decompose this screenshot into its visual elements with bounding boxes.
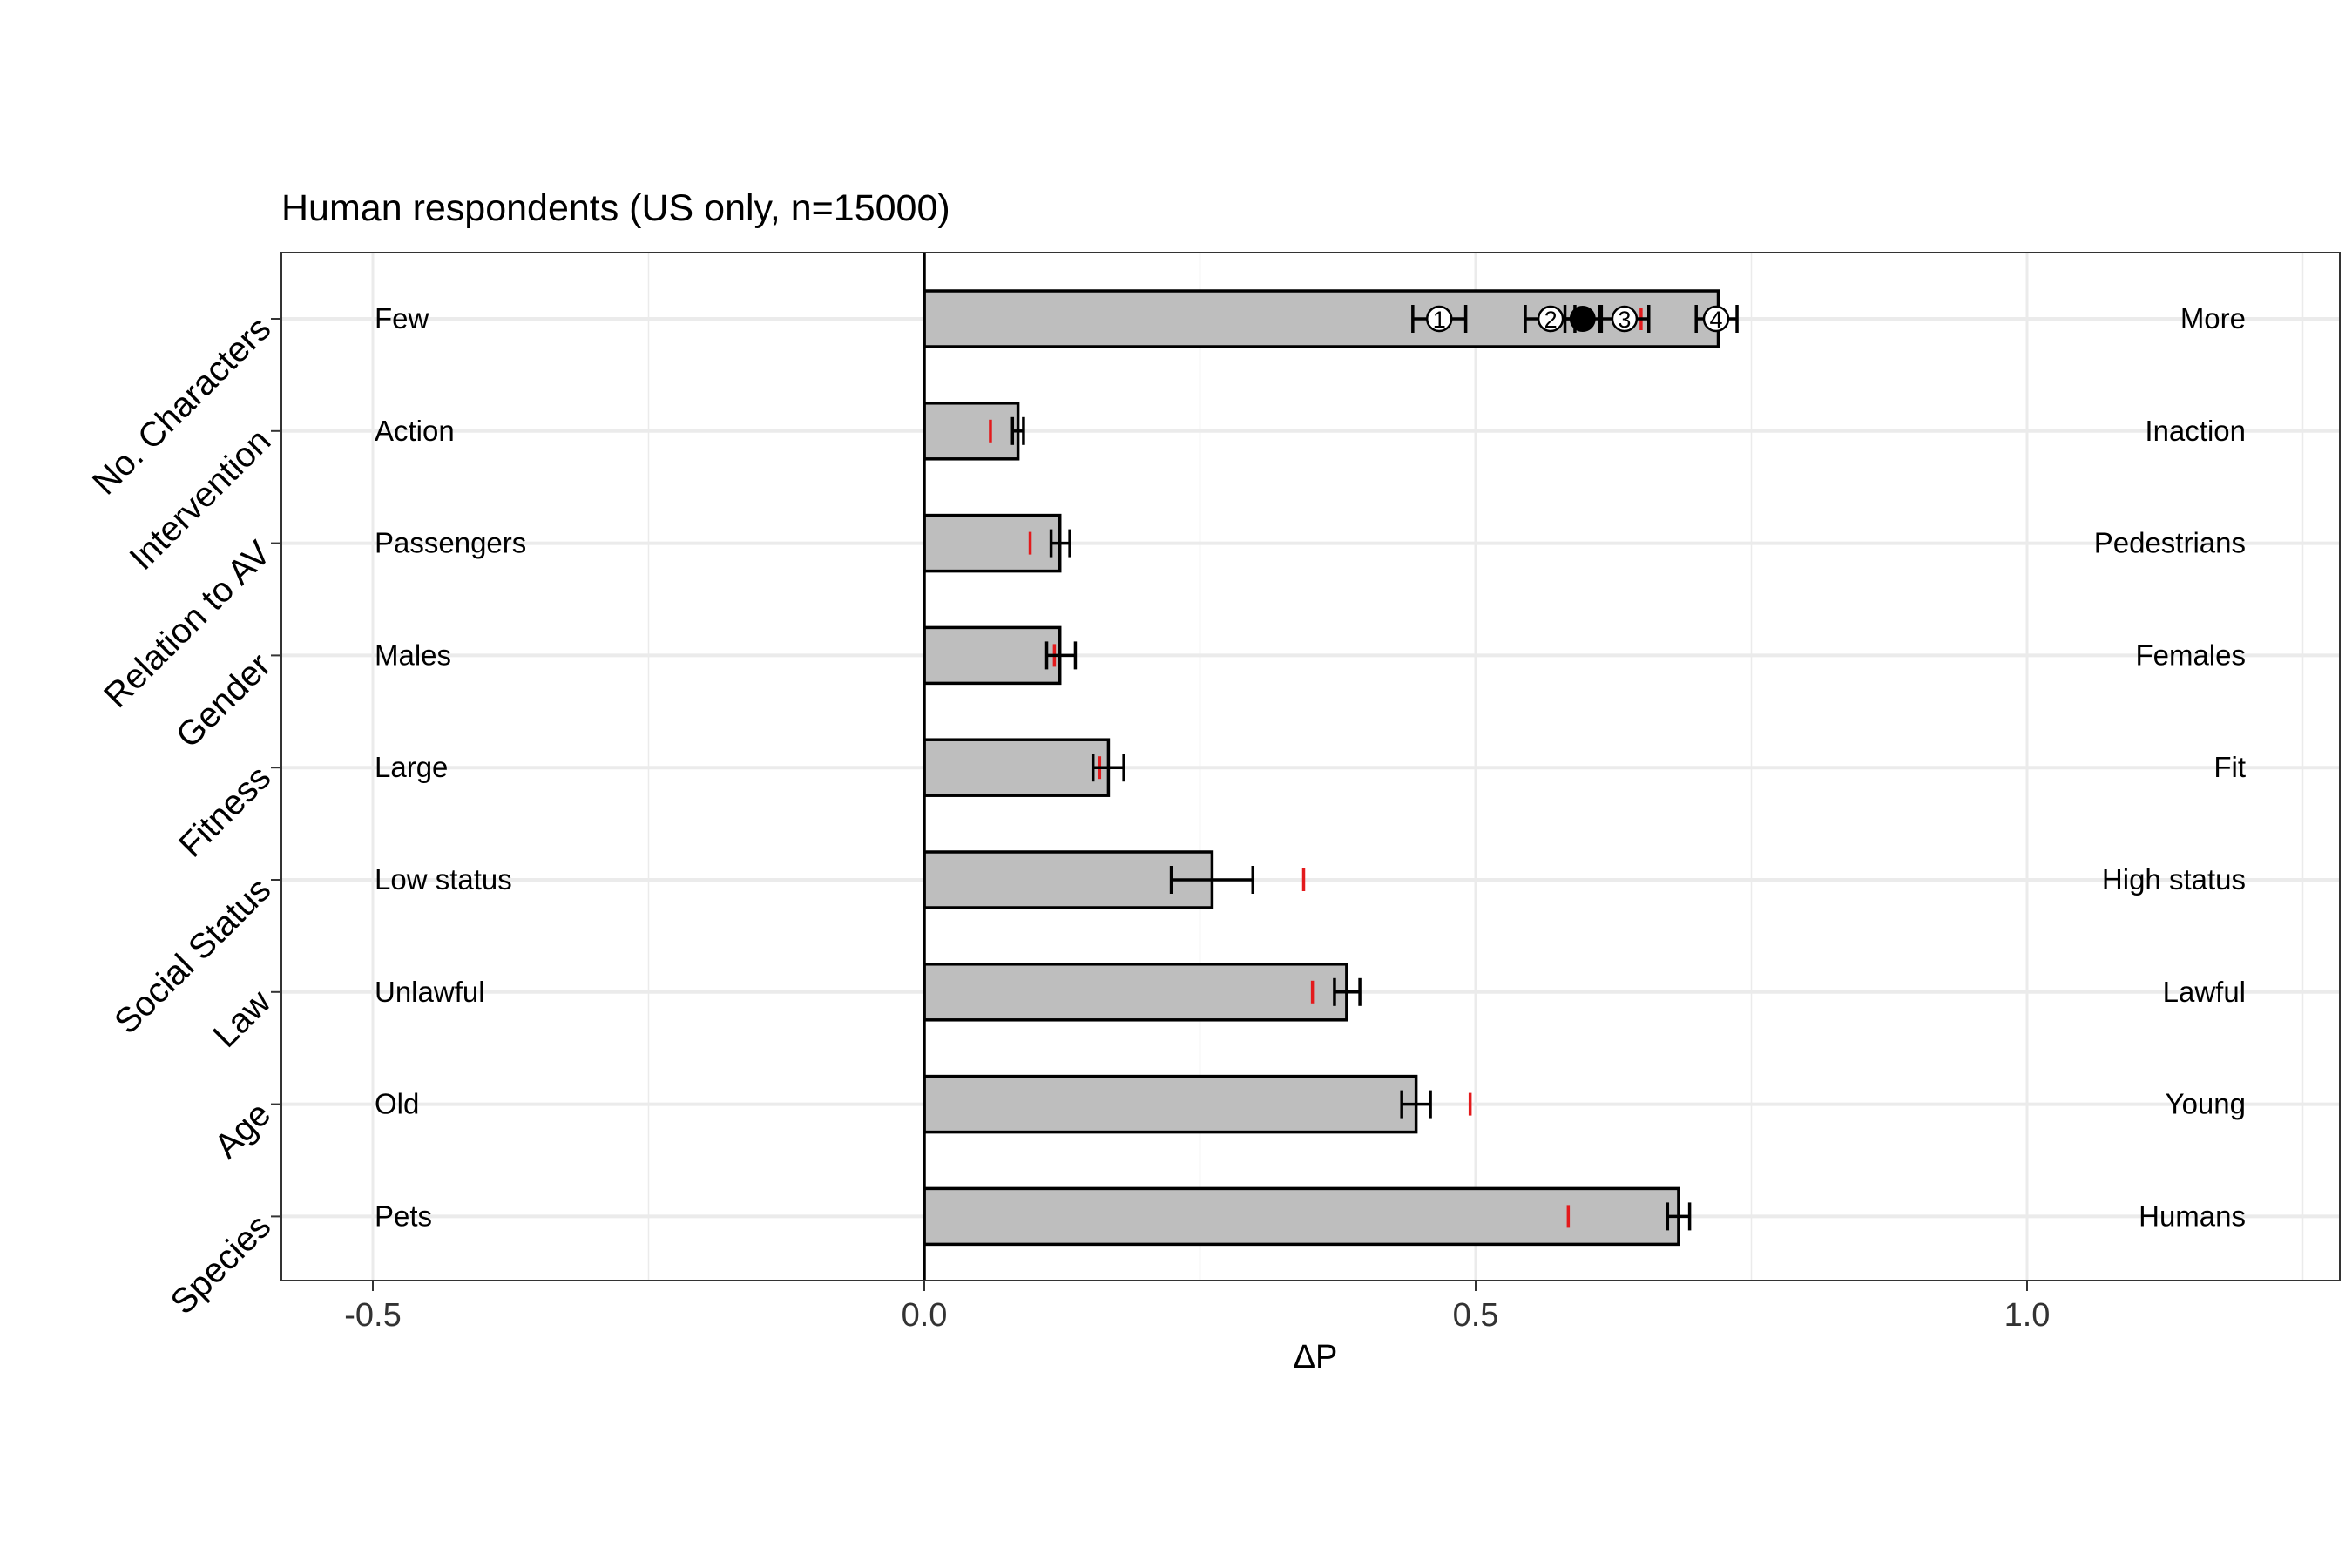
left-side-label: Pets [375, 1200, 432, 1232]
bar [923, 1074, 1418, 1134]
error-bar [1091, 754, 1125, 782]
right-side-label: Lawful [2163, 976, 2246, 1008]
character-marker-label: 1 [1433, 307, 1446, 333]
mean-marker [1569, 306, 1596, 332]
error-bar [1049, 529, 1071, 558]
bar [923, 402, 1020, 461]
x-axis-title: ΔP [1294, 1339, 1338, 1375]
error-bar [1400, 1090, 1432, 1119]
x-tick-label: 1.0 [2004, 1297, 2051, 1334]
right-side-label: Fit [2213, 751, 2246, 783]
left-side-label: Unlawful [375, 976, 485, 1008]
panel-border [280, 252, 2341, 1281]
right-side-label: Pedestrians [2094, 527, 2246, 559]
character-markers: 1 2 3 4 [1425, 305, 1730, 333]
bar [923, 738, 1111, 797]
error-bar [1010, 416, 1025, 445]
right-side-label: Young [2166, 1088, 2246, 1120]
bar [923, 625, 1062, 686]
error-bar [1666, 1202, 1692, 1231]
error-bar [1169, 866, 1255, 894]
bar [923, 1186, 1680, 1247]
chart-title: Human respondents (US only, n=15000) [281, 187, 950, 229]
error-bar [1044, 641, 1078, 670]
left-side-label: Old [375, 1088, 419, 1120]
character-marker [1537, 305, 1565, 333]
error-bar [1333, 977, 1362, 1006]
character-marker-label: 2 [1544, 307, 1558, 333]
bar [923, 513, 1062, 573]
right-side-label: More [2180, 302, 2246, 335]
character-marker [1611, 305, 1639, 333]
left-side-label: Males [375, 639, 451, 671]
bar [923, 850, 1214, 909]
character-marker [1425, 305, 1453, 333]
bars [923, 253, 1720, 1281]
x-tick-label: 0.0 [902, 1297, 948, 1334]
right-side-label: Humans [2139, 1200, 2246, 1232]
left-side-label: Few [375, 302, 429, 335]
left-side-label: Large [375, 751, 448, 783]
left-side-label: Action [375, 415, 455, 447]
x-tick-label: 0.5 [1453, 1297, 1499, 1334]
bar [923, 963, 1348, 1022]
left-side-label: Low status [375, 863, 512, 896]
character-marker-label: 3 [1618, 307, 1631, 333]
right-side-label: Inaction [2145, 415, 2246, 447]
side-labels: Few More Action Inaction Passengers Pedestria… [375, 302, 2246, 1232]
right-side-label: High status [2102, 863, 2246, 896]
character-marker-label: 4 [1709, 307, 1722, 333]
right-side-label: Females [2135, 639, 2246, 671]
character-marker [1702, 305, 1730, 333]
left-side-label: Passengers [375, 527, 526, 559]
x-tick-label: -0.5 [344, 1297, 401, 1334]
x-axis-ticks: -0.5 0.0 0.5 1.0 [344, 1281, 2050, 1334]
